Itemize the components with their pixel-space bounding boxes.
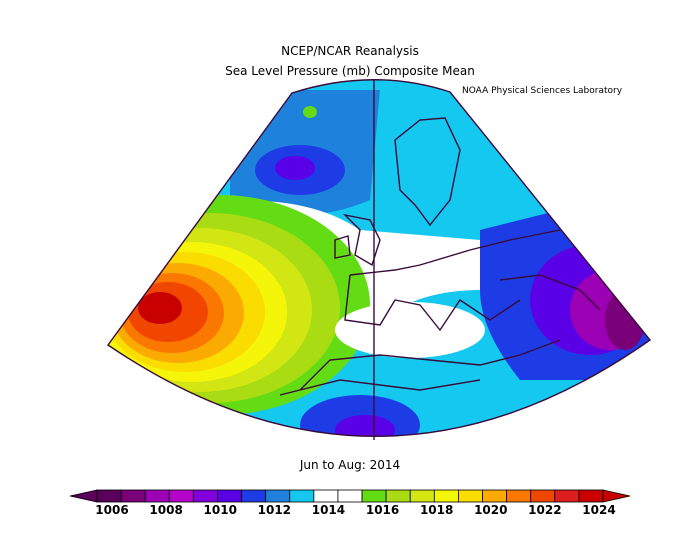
field-arctic-blob: [303, 106, 317, 118]
coastlines: [279, 117, 601, 396]
colorbar-left-arrow: [69, 489, 98, 503]
coast-southern-europe: [344, 274, 521, 332]
credit-label: NOAA Physical Sciences Laboratory: [462, 86, 623, 96]
colorbar-swatch: [385, 489, 411, 503]
field-sahara-low-core: [335, 415, 395, 437]
field-high-1024: [138, 292, 182, 324]
coast-scandinavia: [394, 117, 461, 227]
colorbar-tick-label: 1006: [95, 503, 129, 517]
colorbar-swatch: [337, 489, 363, 503]
colorbar-tick-label: 1022: [528, 503, 562, 517]
colorbar-swatch: [530, 489, 556, 503]
colorbar-swatch: [578, 489, 604, 503]
colorbar-swatch: [265, 489, 291, 503]
colorbar-tick-label: 1014: [311, 503, 346, 517]
coast-north-africa: [299, 339, 561, 391]
colorbar-tick-label: 1010: [203, 503, 237, 517]
colorbar-swatch: [96, 489, 122, 503]
chart-subtitle: Sea Level Pressure (mb) Composite Mean: [225, 64, 475, 78]
colorbar-swatch: [144, 489, 170, 503]
colorbar-swatch: [433, 489, 459, 503]
field-east-low-min: [605, 290, 645, 350]
coast-ireland: [334, 235, 351, 259]
colorbar-swatch: [506, 489, 532, 503]
map-outline: [107, 79, 652, 437]
coast-britain: [342, 213, 381, 267]
colorbar-swatch: [554, 489, 580, 503]
field-med-white: [335, 302, 485, 358]
colorbar-swatch: [482, 489, 508, 503]
colorbar-swatch: [409, 489, 435, 503]
chart-title: NCEP/NCAR Reanalysis: [281, 44, 419, 58]
colorbar-swatch: [120, 489, 146, 503]
colorbar-swatch: [168, 489, 194, 503]
colorbar-swatch: [313, 489, 339, 503]
colorbar-swatch: [289, 489, 315, 503]
colorbar-tick-label: 1024: [582, 503, 616, 517]
colorbar-swatch: [192, 489, 218, 503]
colorbar-tick-label: 1018: [419, 503, 454, 517]
border-africa: [279, 379, 481, 396]
field-north-low-center: [275, 156, 315, 180]
colorbar-swatch: [458, 489, 483, 503]
colorbar-right-arrow: [602, 489, 631, 503]
colorbar-tick-label: 1020: [474, 503, 508, 517]
time-period-label: Jun to Aug: 2014: [299, 458, 401, 472]
coast-black-sea: [499, 274, 601, 311]
colorbar: [69, 489, 631, 503]
colorbar-tick-label: 1008: [149, 503, 183, 517]
colorbar-swatch: [241, 489, 267, 503]
colorbar-tick-label: 1016: [365, 503, 400, 517]
coast-northern-europe: [349, 229, 561, 276]
colorbar-tick-label: 1012: [257, 503, 292, 517]
colorbar-swatch: [361, 489, 387, 503]
colorbar-swatch: [217, 489, 242, 503]
